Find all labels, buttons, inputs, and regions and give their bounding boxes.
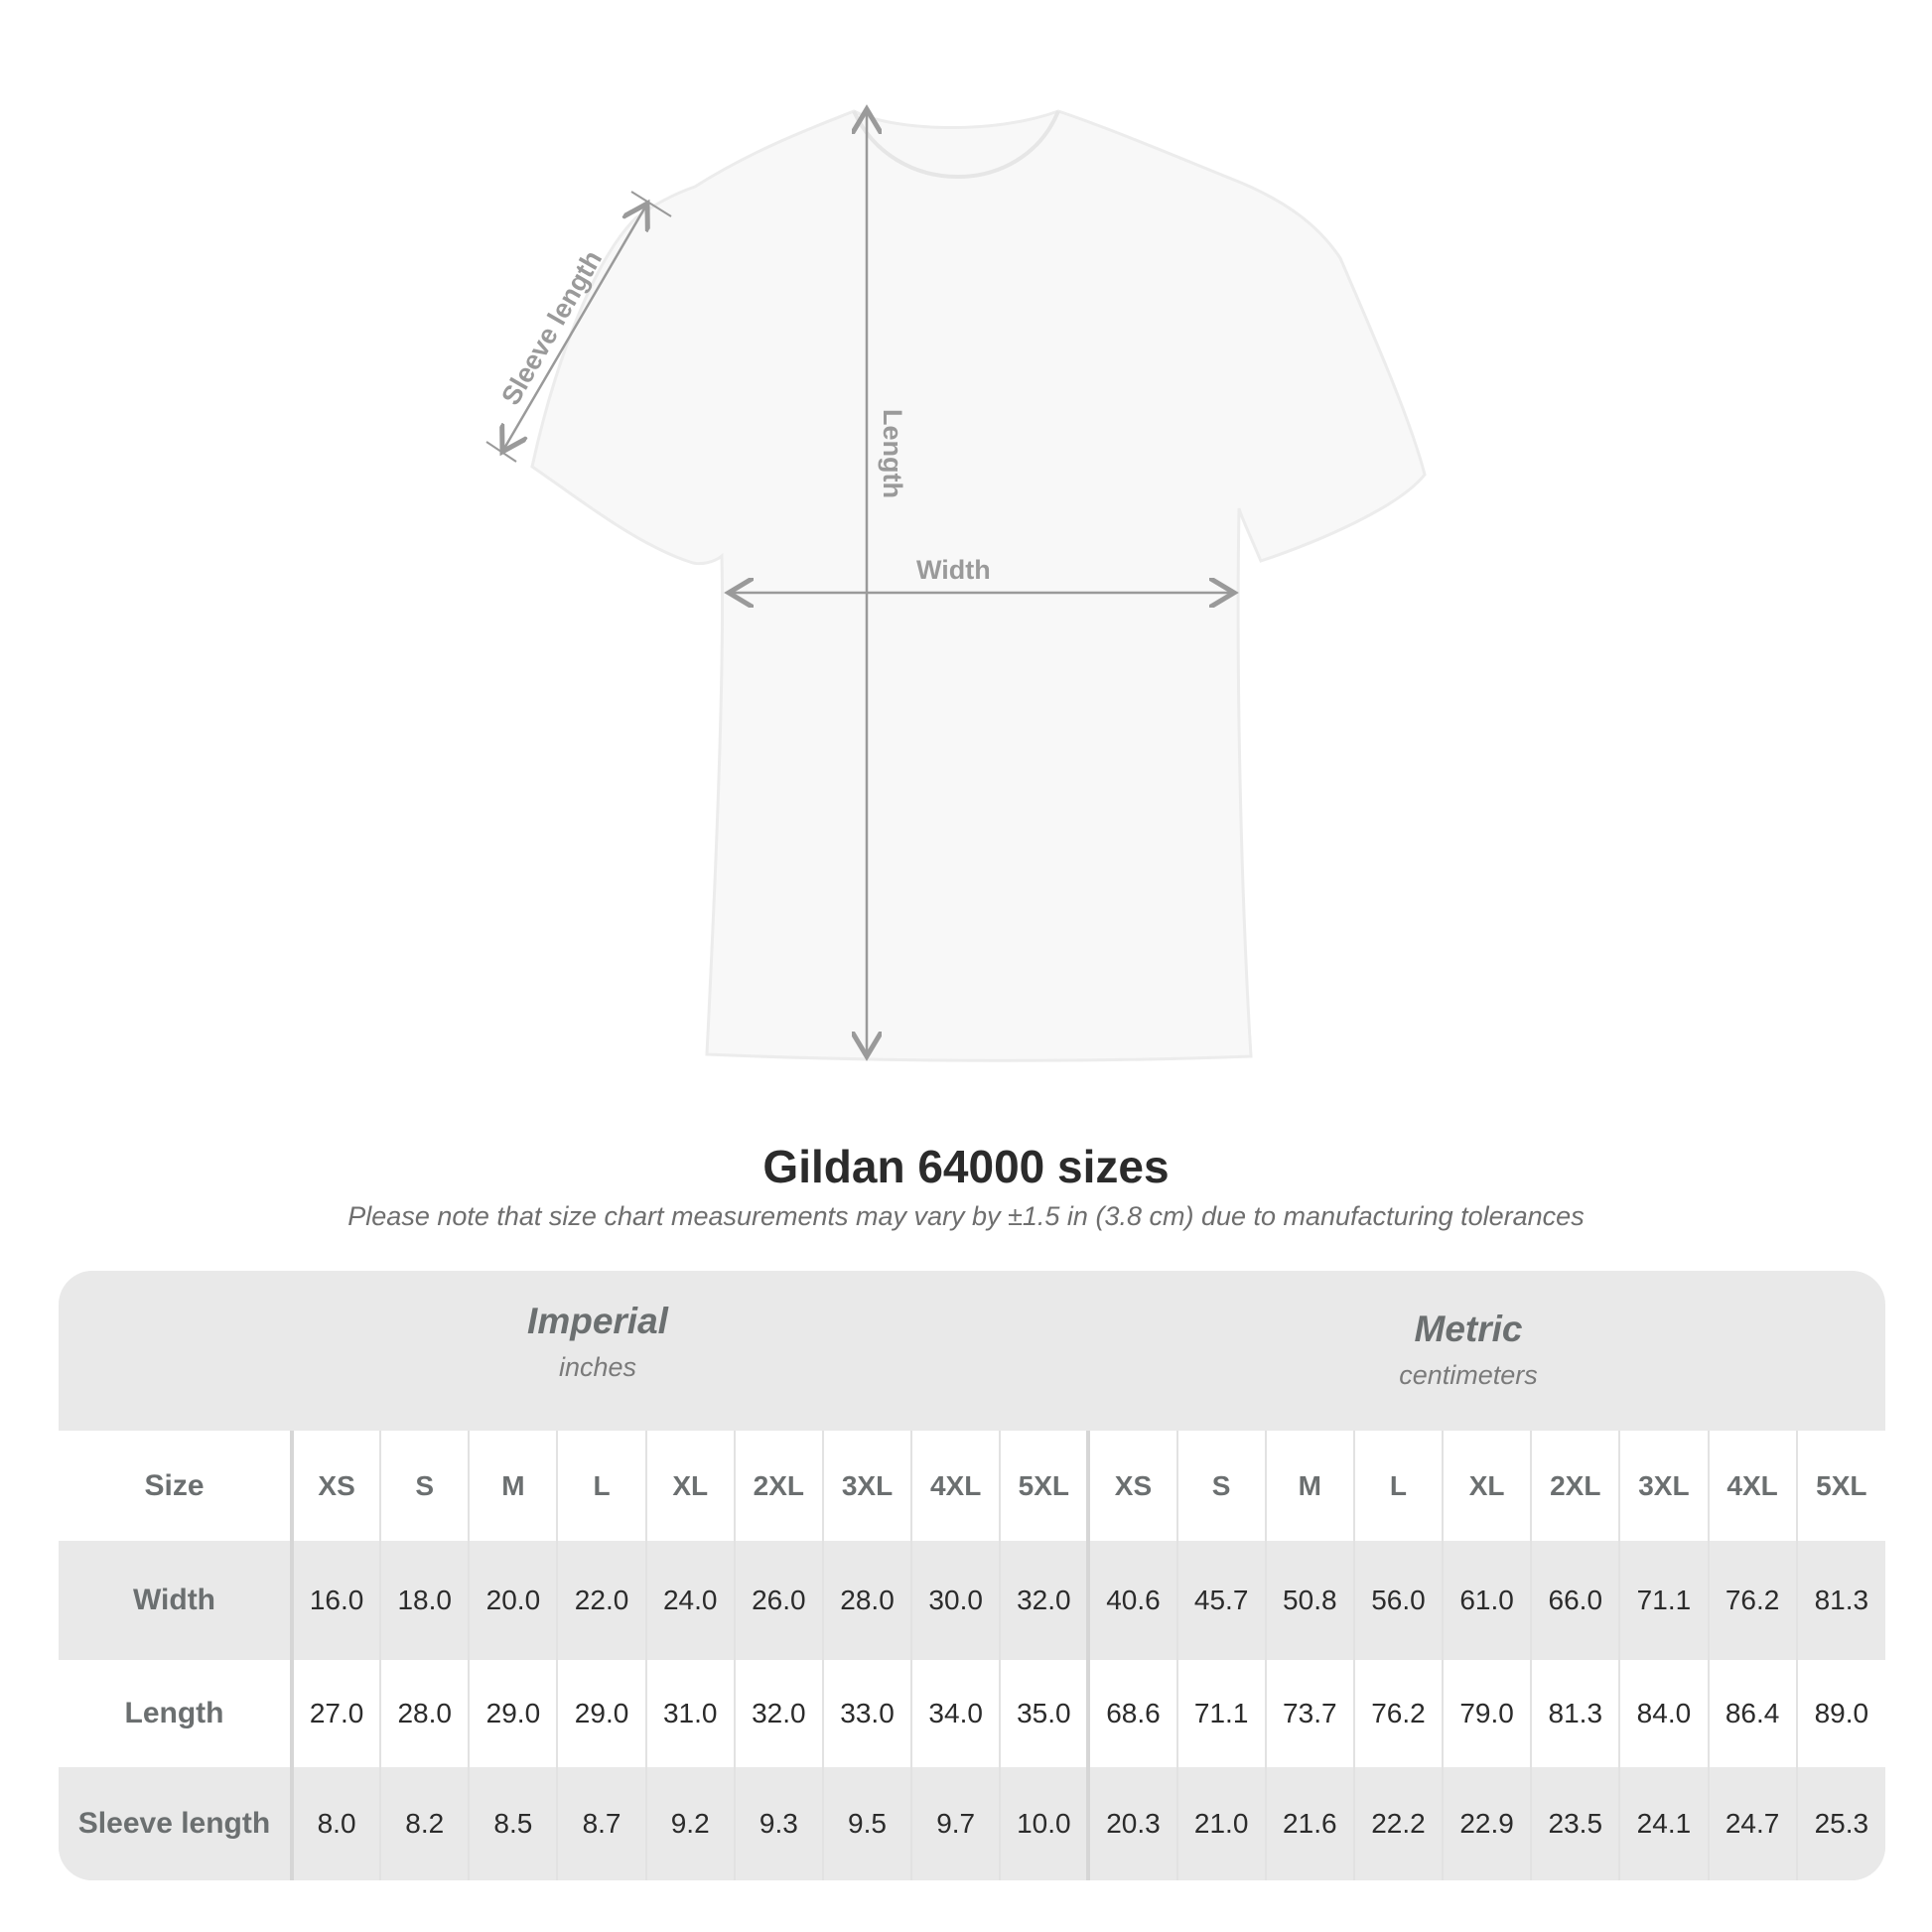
imperial-cell: 28.0 [821,1541,912,1660]
imperial-cell: 24.0 [644,1541,735,1660]
imperial-cell: 9.2 [644,1767,735,1880]
imperial-cell: 18.0 [379,1541,470,1660]
metric-cell: 76.2 [1352,1660,1444,1767]
imperial-cell: 8.0 [289,1767,381,1880]
imperial-cell: 29.0 [468,1660,558,1767]
imperial-unit: inches [558,1352,637,1382]
row-label: Width [59,1541,292,1660]
metric-cell: 89.0 [1795,1660,1885,1767]
imperial-cell: 9.7 [910,1767,1001,1880]
size-table: Imperial inches Metric centimeters Size X… [59,1271,1885,1880]
imperial-cell: 10.0 [999,1767,1089,1880]
metric-cell: 79.0 [1442,1660,1532,1767]
metric-cell: 76.2 [1707,1541,1797,1660]
metric-cell: 84.0 [1618,1660,1709,1767]
imperial-size-3xl: 3XL [821,1431,912,1541]
metric-size-5xl: 5XL [1795,1431,1885,1541]
length-label: Length [878,409,907,498]
imperial-size-xl: XL [644,1431,735,1541]
metric-cell: 40.6 [1086,1541,1177,1660]
imperial-cell: 31.0 [644,1660,735,1767]
imperial-cell: 33.0 [821,1660,912,1767]
imperial-cell: 9.5 [821,1767,912,1880]
imperial-size-4xl: 4XL [910,1431,1001,1541]
metric-cell: 22.9 [1442,1767,1532,1880]
metric-size-xl: XL [1442,1431,1532,1541]
imperial-header: Imperial inches [300,1301,896,1383]
tolerance-note: Please note that size chart measurements… [347,1201,1585,1231]
imperial-cell: 30.0 [910,1541,1001,1660]
tshirt-diagram: Sleeve length Length Width [485,0,1427,1062]
metric-size-l: L [1352,1431,1444,1541]
metric-cell: 86.4 [1707,1660,1797,1767]
metric-size-s: S [1175,1431,1266,1541]
metric-cell: 25.3 [1795,1767,1885,1880]
imperial-size-xs: XS [289,1431,381,1541]
imperial-cell: 32.0 [999,1541,1089,1660]
imperial-cell: 28.0 [379,1660,470,1767]
imperial-size-l: L [556,1431,646,1541]
imperial-cell: 32.0 [733,1660,823,1767]
metric-header: Metric centimeters [1171,1309,1766,1391]
metric-cell: 23.5 [1530,1767,1620,1880]
page-title: Gildan 64000 sizes [762,1141,1170,1192]
metric-cell: 71.1 [1175,1660,1266,1767]
metric-title: Metric [1414,1309,1523,1349]
metric-cell: 56.0 [1352,1541,1444,1660]
imperial-size-2xl: 2XL [733,1431,823,1541]
imperial-cell: 20.0 [468,1541,558,1660]
metric-unit: centimeters [1399,1360,1538,1390]
imperial-size-m: M [468,1431,558,1541]
metric-cell: 61.0 [1442,1541,1532,1660]
metric-size-xs: XS [1086,1431,1177,1541]
metric-cell: 66.0 [1530,1541,1620,1660]
imperial-cell: 35.0 [999,1660,1089,1767]
imperial-cell: 9.3 [733,1767,823,1880]
metric-cell: 21.0 [1175,1767,1266,1880]
table-row-length: Length 27.0 28.0 29.0 29.0 31.0 32.0 33.0 34.0 35… [59,1660,1885,1767]
row-label: Length [59,1660,292,1767]
metric-cell: 21.6 [1264,1767,1354,1880]
size-row-label: Size [59,1431,292,1541]
metric-size-3xl: 3XL [1618,1431,1709,1541]
metric-cell: 24.1 [1618,1767,1709,1880]
metric-cell: 22.2 [1352,1767,1444,1880]
imperial-cell: 34.0 [910,1660,1001,1767]
row-label: Sleeve length [59,1767,292,1880]
tshirt-shape [530,109,1427,1062]
imperial-size-5xl: 5XL [999,1431,1089,1541]
metric-size-4xl: 4XL [1707,1431,1797,1541]
table-row-width: Width 16.0 18.0 20.0 22.0 24.0 26.0 28.0 30.0 32.… [59,1541,1885,1660]
table-row-sleeve-length: Sleeve length 8.0 8.2 8.5 8.7 9.2 9.3 9.5 9.7 10.… [59,1767,1885,1880]
imperial-cell: 26.0 [733,1541,823,1660]
imperial-size-s: S [379,1431,470,1541]
imperial-cell: 8.2 [379,1767,470,1880]
size-grid: Size XS S M L XL 2XL 3XL 4XL 5XL XS S M L XL 2XL 3XL 4XL 5… [59,1431,1885,1880]
metric-cell: 71.1 [1618,1541,1709,1660]
metric-size-m: M [1264,1431,1354,1541]
imperial-cell: 8.7 [556,1767,646,1880]
imperial-cell: 16.0 [289,1541,381,1660]
imperial-title: Imperial [527,1301,668,1341]
width-label: Width [916,555,991,585]
metric-cell: 73.7 [1264,1660,1354,1767]
metric-cell: 24.7 [1707,1767,1797,1880]
metric-size-2xl: 2XL [1530,1431,1620,1541]
metric-cell: 81.3 [1795,1541,1885,1660]
size-header-row: Size XS S M L XL 2XL 3XL 4XL 5XL XS S M L XL 2XL 3XL 4XL 5… [59,1431,1885,1541]
imperial-cell: 29.0 [556,1660,646,1767]
metric-cell: 20.3 [1086,1767,1177,1880]
imperial-cell: 22.0 [556,1541,646,1660]
metric-cell: 50.8 [1264,1541,1354,1660]
imperial-cell: 27.0 [289,1660,381,1767]
metric-cell: 81.3 [1530,1660,1620,1767]
metric-cell: 45.7 [1175,1541,1266,1660]
imperial-cell: 8.5 [468,1767,558,1880]
sleeve-length-arrow [502,204,647,452]
metric-cell: 68.6 [1086,1660,1177,1767]
